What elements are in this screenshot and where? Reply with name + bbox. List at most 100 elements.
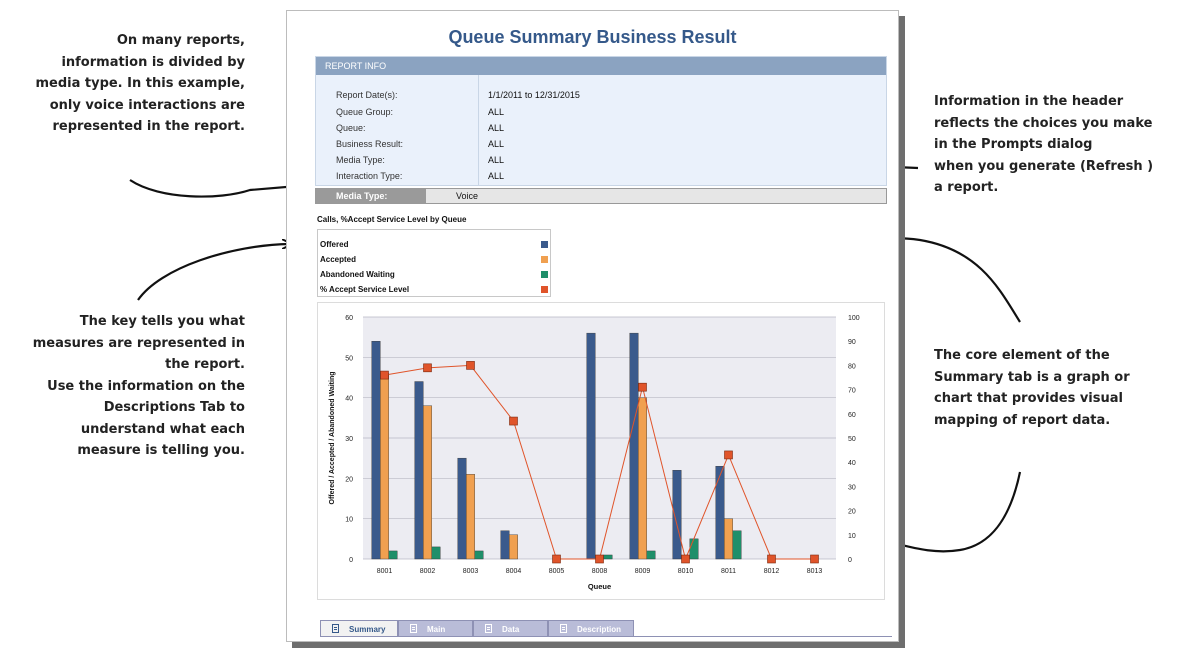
bar [509,534,518,560]
annotation-line: Use the information on the [47,378,245,394]
annotation-line: The core element of the [934,348,1110,363]
y-tick-label: 30 [345,436,353,443]
header-annotation: Information in the header reflects the c… [934,91,1153,199]
document-icon [485,624,492,633]
annotation-line: The key tells you what [79,314,245,329]
annotation-line: measure is telling you. [77,443,245,458]
annotation-line: reflects the choices you make [934,115,1153,131]
info-label: Interaction Type: [336,171,403,181]
annotation-line: measures are represented in [32,335,245,351]
x-tick-label: 8003 [463,568,479,575]
service-level-point [380,370,389,380]
bar [371,341,381,560]
annotation-line: understand what each [80,421,245,437]
y-tick-label: 50 [345,355,353,362]
info-value: ALL [488,171,505,181]
annotation-line: media type. In this example, [35,76,245,91]
queue-chart: 0 10 20 30 40 50 60 0 10 20 30 40 50 60 70 80 90 100 8001 8… [329,315,860,591]
bar [715,466,725,560]
bar [629,332,639,560]
annotation-line: Descriptions Tab to [103,400,245,415]
tab-label: Description [577,625,622,634]
annotation-line: Summary tab is a graph or [934,369,1130,385]
x-tick-label: 8010 [678,568,694,575]
y2-tick-label: 30 [848,484,856,491]
chart-legend: Offered Accepted Abandoned Waiting % Acc… [317,229,551,297]
report-window: Queue Summary Business Result REPORT INF… [286,10,899,642]
tab-label: Summary [349,625,386,634]
y2-tick-label: 100 [848,315,860,322]
annotation-line: chart that provides visual [934,391,1123,406]
info-label: Media Type: [336,155,385,165]
tab-main[interactable]: Main [398,620,473,637]
chart-container: 0 10 20 30 40 50 60 0 10 20 30 40 50 60 70 80 90 100 8001 8… [317,302,885,600]
y2-tick-label: 40 [848,460,856,467]
service-level-point [638,382,647,392]
media-type-section: Media Type: Voice [315,188,887,204]
x-tick-label: 8004 [506,568,522,575]
y2-tick-label: 20 [848,509,856,516]
legend-swatch [541,271,548,278]
service-level-point [724,450,733,460]
chart-annotation: The core element of the Summary tab is a… [934,345,1130,431]
annotation-line: a report. [934,180,999,195]
media-type-arrow [129,179,310,198]
y-axis-label: Offered / Accepted / Abandoned Waiting [329,371,336,504]
report-info-header: REPORT INFO [316,57,886,75]
legend-label: Accepted [320,255,357,264]
y-tick-label: 20 [345,476,353,483]
annotation-line: only voice interactions are [49,97,245,113]
key-annotation: The key tells you what measures are repr… [33,311,245,462]
y2-tick-label: 70 [848,388,856,395]
media-type-label: Media Type: [316,189,426,203]
document-icon [560,624,567,633]
bar [689,538,699,560]
service-level-point [509,416,518,426]
media-type-value: Voice [456,191,479,201]
x-tick-label: 8011 [721,568,736,575]
legend-swatch [541,241,548,248]
annotation-line: when you generate (Refresh ) [934,158,1154,174]
info-row-media-type: Media Type: ALL [316,152,886,168]
annotation-line: On many reports, [116,33,245,48]
bar [431,546,441,560]
bar [380,373,389,560]
service-level-point [681,554,690,564]
report-info-panel: REPORT INFO Report Date(s): 1/1/2011 to … [315,56,887,186]
tab-label: Main [427,625,446,634]
info-value: 1/1/2011 to 12/31/2015 [488,90,580,100]
tab-description[interactable]: Description [548,620,634,637]
legend-label: Abandoned Waiting [320,270,395,279]
y2-tick-label: 50 [848,436,856,443]
x-tick-label: 8002 [420,568,436,575]
legend-label: Offered [320,240,349,249]
legend-swatch [541,286,548,293]
legend-label: % Accept Service Level [320,285,410,294]
bar [638,397,647,560]
y2-tick-label: 10 [848,533,856,540]
legend-item-accepted: Accepted [318,253,550,267]
legend-item-accept-service-level: % Accept Service Level [318,283,550,297]
info-divider [478,75,479,186]
media-type-annotation: On many reports, information is divided … [35,30,245,138]
chart-title: Calls, %Accept Service Level by Queue [317,215,467,224]
legend-key-arrow [137,244,290,301]
bar [414,381,424,560]
tab-label: Data [502,625,520,634]
service-level-point [466,361,475,370]
y2-tick-label: 90 [848,339,856,346]
report-title: Queue Summary Business Result [448,27,737,47]
bar [466,474,475,560]
y2-tick-label: 80 [848,363,856,370]
bar [724,518,733,560]
document-icon [332,624,339,633]
tab-data[interactable]: Data [473,620,548,637]
x-tick-label: 8012 [764,568,780,575]
info-label: Business Result: [336,139,404,149]
tab-summary[interactable]: Summary [320,620,398,637]
bar [457,457,467,560]
info-value: ALL [488,139,505,149]
info-value: ALL [488,107,505,117]
bar [672,470,682,560]
annotation-line: mapping of report data. [934,412,1111,428]
